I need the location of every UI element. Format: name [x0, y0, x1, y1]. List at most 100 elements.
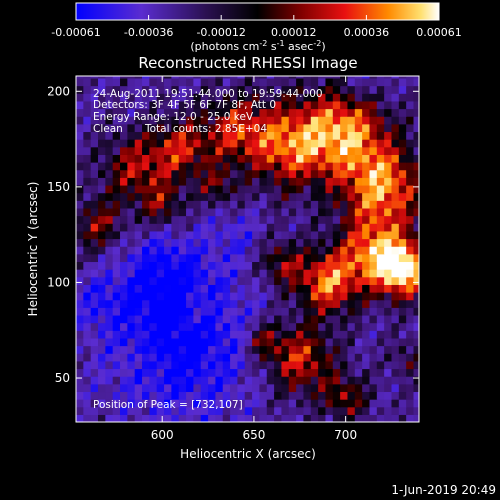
- heatmap-cell: [156, 284, 165, 293]
- heatmap-cell: [164, 76, 172, 79]
- heatmap-cell: [156, 353, 165, 362]
- heatmap-cell: [83, 284, 92, 293]
- heatmap-cell: [164, 269, 172, 278]
- heatmap-cell: [281, 85, 290, 94]
- heatmap-cell: [347, 238, 356, 247]
- heatmap-cell: [178, 238, 187, 247]
- heatmap-cell: [259, 269, 268, 278]
- heatmap-cell: [237, 100, 246, 110]
- heatmap-cell: [186, 368, 194, 377]
- heatmap-cell: [134, 307, 143, 316]
- heatmap-cell: [120, 383, 128, 393]
- heatmap-cell: [149, 169, 158, 178]
- heatmap-cell: [252, 299, 261, 308]
- heatmap-cell: [156, 184, 165, 194]
- heatmap-cell: [83, 76, 92, 79]
- heatmap-cell: [296, 116, 305, 125]
- heatmap-cell: [296, 100, 305, 110]
- heatmap-cell: [76, 314, 84, 324]
- heatmap-cell: [354, 261, 363, 270]
- heatmap-cell: [149, 322, 158, 331]
- heatmap-cell: [76, 307, 84, 316]
- heatmap-cell: [347, 406, 356, 415]
- heatmap-cell: [347, 162, 356, 171]
- heatmap-cell: [208, 93, 217, 102]
- heatmap-cell: [376, 123, 385, 133]
- heatmap-cell: [281, 123, 290, 133]
- heatmap-cell: [398, 383, 407, 393]
- heatmap-cell: [120, 139, 128, 148]
- heatmap-cell: [259, 360, 268, 370]
- heatmap-cell: [127, 230, 136, 240]
- heatmap-cell: [406, 337, 415, 347]
- heatmap-cell: [208, 406, 217, 415]
- heatmap-cell: [340, 253, 349, 263]
- heatmap-cell: [90, 391, 99, 400]
- heatmap-cell: [120, 360, 128, 370]
- heatmap-cell: [90, 238, 99, 247]
- heatmap-cell: [340, 345, 349, 354]
- heatmap-cell: [186, 299, 194, 308]
- heatmap-cell: [105, 284, 114, 293]
- heatmap-cell: [105, 146, 114, 155]
- heatmap-cell: [127, 116, 136, 125]
- heatmap-cell: [90, 376, 99, 385]
- heatmap-cell: [252, 406, 261, 415]
- heatmap-cell: [288, 246, 297, 255]
- heatmap-cell: [266, 269, 275, 278]
- heatmap-cell: [398, 100, 407, 110]
- heatmap-cell: [398, 246, 407, 255]
- heatmap-cell: [398, 123, 407, 133]
- heatmap-cell: [347, 337, 356, 347]
- heatmap-cell: [142, 85, 150, 94]
- heatmap-cell: [362, 314, 371, 324]
- heatmap-cell: [391, 85, 400, 94]
- heatmap-cell: [90, 269, 99, 278]
- heatmap-cell: [354, 192, 363, 201]
- heatmap-cell: [83, 399, 92, 408]
- heatmap-cell: [406, 406, 415, 415]
- heatmap-cell: [193, 223, 202, 232]
- heatmap-cell: [178, 399, 187, 408]
- heatmap-cell: [347, 215, 356, 224]
- heatmap-cell: [76, 215, 84, 224]
- heatmap-cell: [112, 76, 121, 79]
- heatmap-cell: [391, 77, 400, 87]
- heatmap-cell: [303, 345, 312, 354]
- heatmap-cell: [178, 322, 187, 331]
- heatmap-cell: [332, 314, 341, 324]
- heatmap-cell: [215, 376, 224, 385]
- heatmap-cell: [105, 307, 114, 316]
- heatmap-cell: [215, 238, 224, 247]
- heatmap-cell: [230, 207, 239, 217]
- heatmap-cell: [200, 215, 209, 224]
- heatmap-cell: [120, 314, 128, 324]
- heatmap-cell: [406, 238, 415, 247]
- colorbar-ticks: -0.00061 -0.00036 -0.00012 0.00012 0.00036 0.…: [51, 15, 462, 39]
- heatmap-cell: [406, 376, 415, 385]
- heatmap-cell: [105, 154, 114, 163]
- heatmap-cell: [90, 337, 99, 347]
- heatmap-cell: [266, 108, 275, 117]
- heatmap-cell: [120, 116, 128, 125]
- heatmap-cell: [76, 376, 84, 385]
- heatmap-cell: [391, 146, 400, 155]
- heatmap-cell: [325, 360, 334, 370]
- heatmap-cell: [296, 123, 305, 133]
- heatmap-cell: [76, 246, 84, 255]
- heatmap-cell: [178, 162, 187, 171]
- heatmap-cell: [90, 77, 99, 87]
- heatmap-cell: [362, 169, 371, 178]
- heatmap-cell: [259, 238, 268, 247]
- heatmap-cell: [127, 337, 136, 347]
- heatmap-cell: [266, 246, 275, 255]
- heatmap-cell: [259, 177, 268, 186]
- heatmap-cell: [90, 207, 99, 217]
- heatmap-cell: [296, 77, 305, 87]
- heatmap-cell: [105, 299, 114, 308]
- heatmap-cell: [83, 169, 92, 178]
- heatmap-cell: [281, 368, 290, 377]
- heatmap-cell: [303, 146, 312, 155]
- heatmap-cell: [90, 108, 99, 117]
- heatmap-cell: [112, 337, 121, 347]
